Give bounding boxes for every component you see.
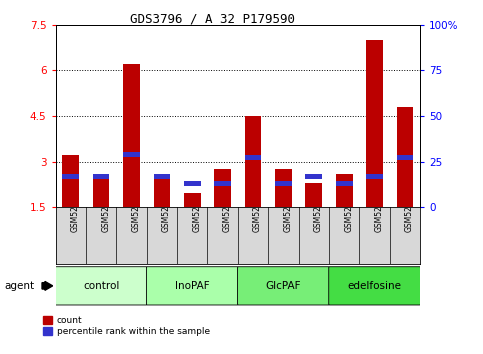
Bar xyxy=(336,181,353,186)
Bar xyxy=(154,174,170,178)
Text: GlcPAF: GlcPAF xyxy=(266,281,301,291)
Bar xyxy=(123,152,140,157)
Text: GSM520259: GSM520259 xyxy=(131,186,141,233)
Text: GSM520266: GSM520266 xyxy=(344,186,353,233)
Bar xyxy=(366,174,383,178)
Bar xyxy=(93,178,110,207)
Bar xyxy=(62,174,79,178)
Bar xyxy=(184,181,200,186)
Text: GDS3796 / A_32_P179590: GDS3796 / A_32_P179590 xyxy=(130,12,295,25)
Bar xyxy=(214,169,231,207)
Bar xyxy=(305,174,322,178)
Legend: count, percentile rank within the sample: count, percentile rank within the sample xyxy=(43,316,210,336)
Bar xyxy=(245,116,261,207)
Text: GSM520260: GSM520260 xyxy=(162,186,171,233)
FancyBboxPatch shape xyxy=(55,267,147,305)
Bar xyxy=(62,155,79,207)
Bar xyxy=(397,107,413,207)
Bar xyxy=(214,181,231,186)
Bar xyxy=(154,178,170,207)
Bar xyxy=(184,193,200,207)
Text: GSM520261: GSM520261 xyxy=(192,186,201,233)
Text: GSM520267: GSM520267 xyxy=(375,186,384,233)
Text: control: control xyxy=(83,281,119,291)
Bar xyxy=(123,64,140,207)
Bar xyxy=(275,181,292,186)
Text: GSM520265: GSM520265 xyxy=(314,186,323,233)
Bar xyxy=(275,169,292,207)
Bar xyxy=(397,155,413,160)
Text: GSM520257: GSM520257 xyxy=(71,186,80,233)
FancyBboxPatch shape xyxy=(329,267,421,305)
Text: GSM520263: GSM520263 xyxy=(253,186,262,233)
Bar xyxy=(336,174,353,207)
Text: GSM520268: GSM520268 xyxy=(405,186,414,233)
Text: InoPAF: InoPAF xyxy=(175,281,210,291)
Text: GSM520262: GSM520262 xyxy=(223,186,232,233)
Bar xyxy=(245,155,261,160)
Text: agent: agent xyxy=(5,281,35,291)
FancyBboxPatch shape xyxy=(146,267,238,305)
Bar xyxy=(93,174,110,178)
Bar xyxy=(305,183,322,207)
Text: GSM520264: GSM520264 xyxy=(284,186,293,233)
Bar xyxy=(366,40,383,207)
Text: GSM520258: GSM520258 xyxy=(101,186,110,233)
Text: edelfosine: edelfosine xyxy=(348,281,402,291)
FancyBboxPatch shape xyxy=(238,267,329,305)
